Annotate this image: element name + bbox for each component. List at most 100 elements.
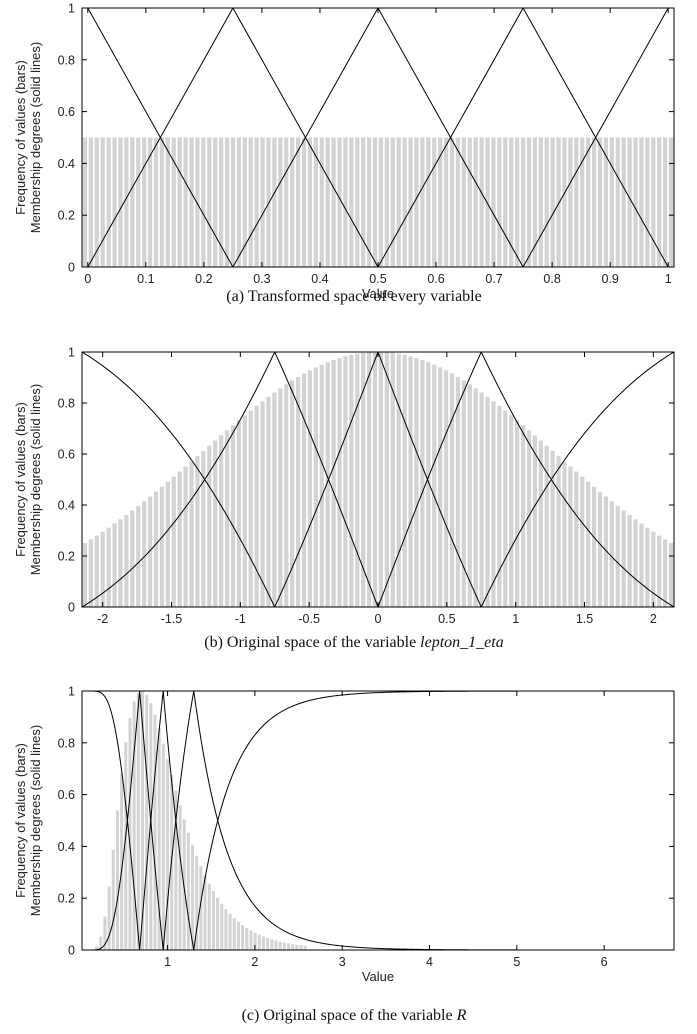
histogram-bars bbox=[83, 352, 673, 607]
histogram-bar bbox=[287, 944, 290, 950]
histogram-bar bbox=[456, 138, 460, 268]
histogram-bar bbox=[302, 138, 306, 268]
histogram-bar bbox=[468, 384, 472, 607]
histogram-bar bbox=[295, 945, 298, 950]
histogram-bar bbox=[278, 388, 282, 607]
histogram-bar bbox=[343, 138, 347, 268]
y-tick-label: 0.2 bbox=[58, 209, 75, 223]
histogram-bar bbox=[300, 945, 303, 950]
x-tick-label: 1 bbox=[164, 955, 171, 969]
histogram-bar bbox=[89, 138, 93, 268]
histogram-bar bbox=[249, 930, 252, 950]
histogram-bar bbox=[207, 138, 211, 268]
histogram-bar bbox=[233, 918, 236, 950]
histogram-bar bbox=[136, 506, 140, 607]
histogram-bar bbox=[485, 397, 489, 607]
caption-text: (a) Transformed space of every variable bbox=[226, 288, 481, 305]
axes-box bbox=[82, 352, 674, 607]
histogram-bar bbox=[172, 138, 176, 268]
histogram-bar bbox=[148, 138, 152, 268]
x-tick-label: -1 bbox=[235, 612, 246, 626]
x-tick-label: 3 bbox=[339, 955, 346, 969]
y-tick-label: 1 bbox=[68, 346, 75, 360]
histogram-bar bbox=[118, 138, 122, 268]
histogram-bar bbox=[116, 810, 119, 950]
histogram-bar bbox=[533, 435, 537, 607]
histogram-bar bbox=[521, 138, 525, 268]
histogram-bar bbox=[142, 138, 146, 268]
histogram-bar bbox=[278, 138, 282, 268]
x-tick-label: 0.4 bbox=[311, 272, 328, 286]
histogram-bar bbox=[124, 515, 128, 607]
x-tick-label: 0.8 bbox=[543, 272, 560, 286]
x-tick-label: 0 bbox=[375, 612, 382, 626]
histogram-bar bbox=[219, 435, 223, 607]
membership-function bbox=[194, 691, 674, 950]
histogram-bar bbox=[142, 501, 146, 607]
caption-variable: R bbox=[456, 1007, 467, 1024]
histogram-bar bbox=[101, 532, 105, 607]
histogram-bar bbox=[503, 138, 507, 268]
y-axis-label: Membership degrees (solid lines) bbox=[28, 42, 43, 233]
histogram-bar bbox=[479, 392, 483, 607]
histogram-bar bbox=[391, 138, 395, 268]
y-axis-label: Membership degrees (solid lines) bbox=[28, 384, 43, 575]
histogram-bar bbox=[562, 461, 566, 607]
histogram-bar bbox=[290, 381, 294, 607]
histogram-bar bbox=[403, 355, 407, 607]
histogram-bar bbox=[331, 360, 335, 607]
histogram-bar bbox=[220, 904, 223, 950]
histogram-bar bbox=[83, 138, 87, 268]
histogram-bar bbox=[474, 138, 478, 268]
histogram-bar bbox=[379, 352, 383, 607]
histogram-bar bbox=[651, 532, 655, 607]
histogram-bar bbox=[255, 406, 259, 607]
histogram-bar bbox=[462, 381, 466, 607]
y-tick-label: 0.6 bbox=[58, 448, 75, 462]
histogram-bar bbox=[414, 138, 418, 268]
x-tick-label: -2 bbox=[97, 612, 108, 626]
histogram-bar bbox=[262, 936, 265, 950]
y-tick-label: 0 bbox=[68, 944, 75, 958]
histogram-bar bbox=[112, 850, 115, 950]
histogram-bar bbox=[160, 487, 164, 607]
histogram-bar bbox=[296, 377, 300, 607]
y-axis-label: Membership degrees (solid lines) bbox=[28, 725, 43, 916]
histogram-bar bbox=[274, 941, 277, 950]
histogram-bar bbox=[154, 715, 157, 950]
histogram-bar bbox=[663, 138, 667, 268]
y-tick-label: 0.8 bbox=[58, 53, 75, 67]
histogram-bar bbox=[474, 388, 478, 607]
histogram-bar bbox=[166, 482, 170, 607]
histogram-bar bbox=[408, 138, 412, 268]
histogram-bar bbox=[379, 138, 383, 268]
x-tick-label: 0.3 bbox=[253, 272, 270, 286]
histogram-bar bbox=[509, 415, 513, 607]
histogram-bar bbox=[497, 406, 501, 607]
histogram-bar bbox=[669, 543, 673, 607]
histogram-bar bbox=[183, 466, 187, 607]
membership-function bbox=[163, 691, 674, 950]
histogram-bar bbox=[627, 515, 631, 607]
caption-text: (c) Original space of the variable bbox=[242, 1007, 457, 1024]
x-tick-label: 0.9 bbox=[601, 272, 618, 286]
histogram-bar bbox=[468, 138, 472, 268]
y-tick-label: 1 bbox=[68, 2, 75, 16]
histogram-bar bbox=[645, 528, 649, 607]
histogram-bar bbox=[627, 138, 631, 268]
histogram-bar bbox=[272, 392, 276, 607]
x-tick-label: 1 bbox=[512, 612, 519, 626]
histogram-bar bbox=[432, 365, 436, 607]
histogram-bar bbox=[229, 914, 232, 950]
histogram-bar bbox=[367, 352, 371, 607]
histogram-bar bbox=[568, 466, 572, 607]
histogram-bar bbox=[545, 138, 549, 268]
histogram-bar bbox=[166, 138, 170, 268]
membership-lines bbox=[82, 352, 674, 607]
histogram-bar bbox=[320, 138, 324, 268]
y-tick-label: 0.8 bbox=[58, 736, 75, 750]
histogram-bar bbox=[320, 365, 324, 607]
y-axis-label: Frequency of values (bars) bbox=[13, 743, 28, 898]
histogram-bar bbox=[592, 138, 596, 268]
